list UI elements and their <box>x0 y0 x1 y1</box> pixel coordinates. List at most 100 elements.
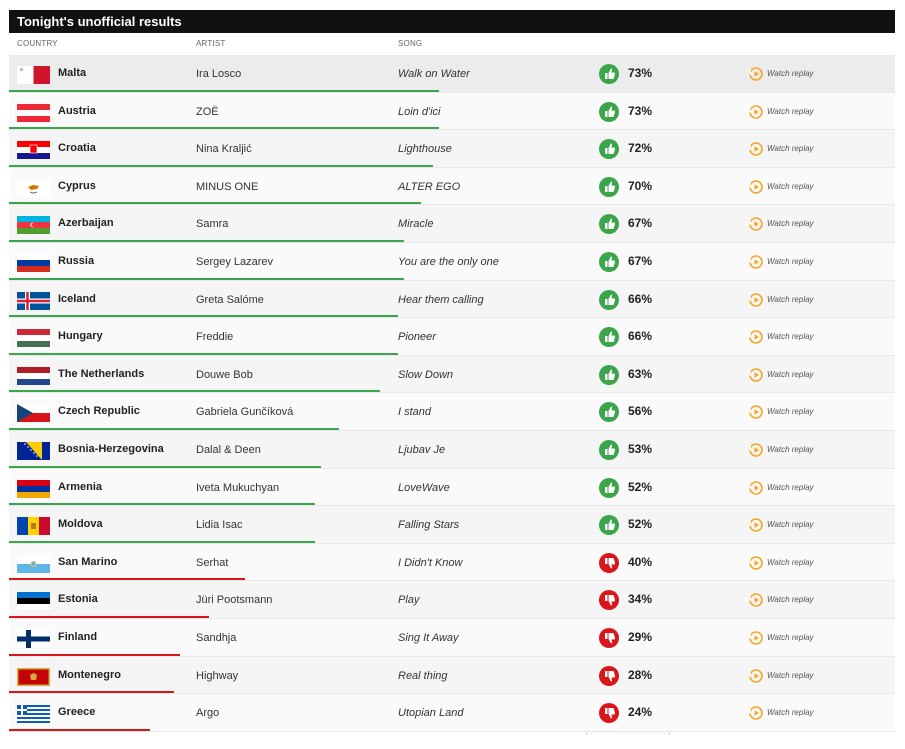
artist-name: Greta Salóme <box>196 293 264 306</box>
score-percent: 56% <box>628 404 653 419</box>
replay-icon <box>749 179 763 194</box>
artist-name: Jüri Pootsmann <box>196 594 273 607</box>
score-percent: 66% <box>628 291 653 306</box>
row-divider <box>9 617 895 619</box>
result-row: Armenia Iveta Mukuchyan LoveWave 52% Watch r… <box>9 468 895 507</box>
artist-name: Douwe Bob <box>196 368 253 381</box>
score-percent: 52% <box>628 479 653 494</box>
flag-netherlands <box>17 366 50 385</box>
replay-label: Watch replay <box>767 294 814 304</box>
song-title: Real thing <box>398 669 448 682</box>
thumbs-up-icon <box>599 364 619 385</box>
country-name: Iceland <box>58 292 96 305</box>
artist-name: Dalal & Deen <box>196 444 261 456</box>
score-bar <box>9 578 245 581</box>
watch-replay-link[interactable]: Watch replay <box>749 67 814 81</box>
thumbs-up-icon <box>599 64 619 84</box>
song-title: Sing It Away <box>398 632 459 644</box>
replay-label: Watch replay <box>767 595 814 605</box>
thumbs-down-icon <box>599 703 619 724</box>
country-name: Croatia <box>58 142 96 155</box>
song-title: Miracle <box>398 218 434 231</box>
watch-replay-link[interactable]: Watch replay <box>749 593 814 608</box>
watch-replay-link[interactable]: Watch replay <box>749 706 814 720</box>
result-row: Bosnia-Herzegovina Dalal & Deen Ljubav Je 5… <box>9 431 895 469</box>
country-name: Finland <box>58 631 98 643</box>
row-divider <box>9 467 895 469</box>
watch-replay-link[interactable]: Watch replay <box>749 443 814 457</box>
score-bar <box>9 390 380 393</box>
song-title: Utopian Land <box>398 707 464 720</box>
replay-icon <box>749 480 763 495</box>
flag-czech <box>17 404 50 423</box>
watch-replay-link[interactable]: Watch replay <box>749 330 814 344</box>
watch-replay-link[interactable]: Watch replay <box>749 255 814 269</box>
artist-name: Sandhja <box>196 632 237 644</box>
result-row: The Netherlands Douwe Bob Slow Down 63% Watc… <box>9 355 895 394</box>
replay-label: Watch replay <box>767 106 814 116</box>
replay-icon <box>749 104 763 119</box>
artist-name: Ira Losco <box>196 68 242 80</box>
country-name: Estonia <box>58 593 98 606</box>
artist-name: Sergey Lazarev <box>196 256 274 268</box>
artist-name: Argo <box>196 707 220 720</box>
score-percent: 40% <box>628 554 653 569</box>
watch-replay-link[interactable]: Watch replay <box>749 405 814 420</box>
result-row: Cyprus MINUS ONE ALTER EGO 70% Watch replay <box>9 167 895 206</box>
country-name: San Marino <box>58 555 118 568</box>
row-divider <box>9 317 895 319</box>
flag-croatia <box>17 141 50 160</box>
score-percent: 72% <box>628 141 653 156</box>
watch-replay-link[interactable]: Watch replay <box>749 518 814 532</box>
flag-russia <box>17 254 50 272</box>
score-bar <box>9 315 398 318</box>
artist-name: Nina Kraljić <box>196 143 252 156</box>
thumbs-up-icon <box>599 477 619 498</box>
song-title: LoveWave <box>398 481 450 494</box>
watch-replay-link[interactable]: Watch replay <box>749 668 814 683</box>
replay-icon <box>749 706 763 720</box>
flag-bosnia <box>17 442 50 460</box>
watch-replay-link[interactable]: Watch replay <box>749 631 814 645</box>
song-title: Hear them calling <box>398 293 484 306</box>
watch-replay-link[interactable]: Watch replay <box>749 367 814 382</box>
result-row: Estonia Jüri Pootsmann Play 34% Watch replay <box>9 581 895 619</box>
score-percent: 28% <box>628 667 653 682</box>
score-percent: 52% <box>628 517 653 532</box>
row-divider <box>9 429 895 431</box>
score-bar <box>9 691 174 694</box>
watch-replay-link[interactable]: Watch replay <box>749 217 814 232</box>
result-row: Russia Sergey Lazarev You are the only one… <box>9 243 895 281</box>
watch-replay-link[interactable]: Watch replay <box>749 292 814 307</box>
thumbs-down-icon <box>599 590 619 611</box>
country-name: Moldova <box>58 518 103 531</box>
replay-label: Watch replay <box>767 482 814 492</box>
flag-austria <box>17 103 50 122</box>
song-title: Falling Stars <box>398 519 460 532</box>
country-name: Malta <box>58 67 87 79</box>
score-percent: 34% <box>628 592 653 607</box>
song-title: Walk on Water <box>398 68 470 80</box>
watch-replay-link[interactable]: Watch replay <box>749 480 814 495</box>
score-bar <box>9 728 150 731</box>
song-title: I stand <box>398 406 432 419</box>
row-divider <box>9 129 895 131</box>
replay-icon <box>749 405 763 420</box>
country-name: The Netherlands <box>58 367 145 380</box>
replay-icon <box>749 443 763 457</box>
thumbs-up-icon <box>599 214 619 235</box>
row-divider <box>9 693 895 695</box>
replay-label: Watch replay <box>767 257 814 267</box>
flag-greece <box>17 705 50 724</box>
watch-replay-link[interactable]: Watch replay <box>749 104 814 119</box>
score-percent: 29% <box>628 630 653 644</box>
replay-icon <box>749 142 763 156</box>
thumbs-up-icon <box>599 176 619 197</box>
thumbs-up-icon <box>599 101 619 122</box>
widget-title: Tonight's unofficial results <box>9 10 895 33</box>
row-divider <box>9 505 895 507</box>
watch-replay-link[interactable]: Watch replay <box>749 142 814 156</box>
watch-replay-link[interactable]: Watch replay <box>749 555 814 570</box>
thumbs-down-icon <box>599 552 619 573</box>
watch-replay-link[interactable]: Watch replay <box>749 179 814 194</box>
